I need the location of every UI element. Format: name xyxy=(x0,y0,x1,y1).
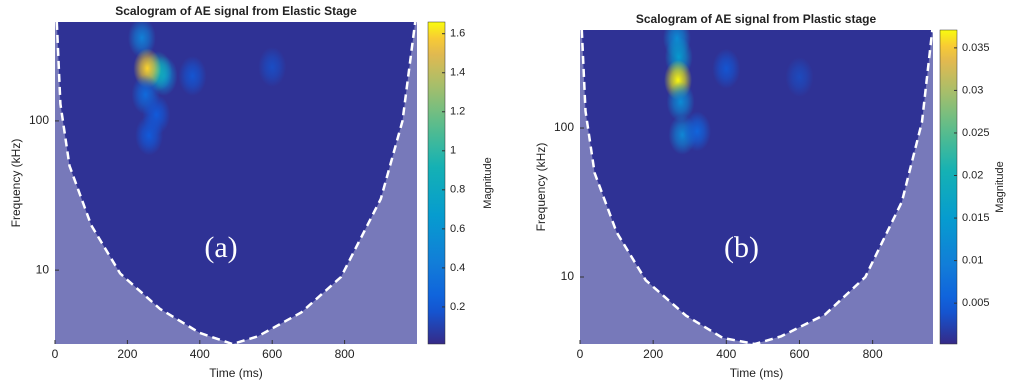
x-tick-label: 400 xyxy=(190,347,210,361)
x-tick-label: 600 xyxy=(262,347,282,361)
colorbar-tick-label: 0.02 xyxy=(962,169,983,181)
y-tick-label: 100 xyxy=(554,120,574,134)
colorbar-tick-label: 0.01 xyxy=(962,255,983,267)
colorbar-tick-label: 0.8 xyxy=(450,184,465,196)
colorbar-tick-label: 1.2 xyxy=(450,106,465,118)
y-axis-label: Frequency (kHz) xyxy=(9,139,23,228)
coi-shade xyxy=(55,22,417,344)
panel-label: (b) xyxy=(724,231,759,264)
chart-title: Scalogram of AE signal from Elastic Stag… xyxy=(115,4,357,18)
x-tick-label: 800 xyxy=(335,347,355,361)
colorbar-tick-label: 0.025 xyxy=(962,127,990,139)
coi-line xyxy=(55,22,417,344)
colorbar-label: Magnitude xyxy=(994,161,1006,212)
heat-blob xyxy=(142,94,171,135)
colorbar-tick-label: 0.4 xyxy=(450,262,465,274)
x-tick-label: 200 xyxy=(117,347,137,361)
heat-blob xyxy=(666,81,695,122)
x-axis-label: Time (ms) xyxy=(209,366,263,380)
heatmap-layer xyxy=(55,22,417,344)
x-tick-label: 200 xyxy=(643,347,663,361)
heat-blob xyxy=(712,48,741,89)
x-tick-label: 800 xyxy=(863,347,883,361)
y-tick-label: 10 xyxy=(561,269,575,283)
colorbar-tick-label: 0.2 xyxy=(450,301,465,313)
colorbar xyxy=(939,29,958,345)
heatmap-layer xyxy=(580,30,933,344)
plot-background xyxy=(580,30,933,344)
colorbar-tick-label: 1.4 xyxy=(450,67,465,79)
x-tick-label: 600 xyxy=(789,347,809,361)
heat-blob xyxy=(785,57,814,98)
plot-background xyxy=(55,22,417,344)
colorbar-tick-label: 1 xyxy=(450,145,456,157)
colorbar-tick-label: 1.6 xyxy=(450,28,465,40)
colorbar-tick-label: 0.015 xyxy=(962,212,990,224)
chart-title: Scalogram of AE signal from Plastic stag… xyxy=(636,12,877,26)
colorbar-tick-label: 0.005 xyxy=(962,297,990,309)
colorbar xyxy=(427,21,446,345)
y-axis-label: Frequency (kHz) xyxy=(534,143,548,232)
x-tick-label: 0 xyxy=(577,347,584,361)
x-axis-label: Time (ms) xyxy=(730,366,784,380)
coi-shade xyxy=(580,30,933,344)
x-tick-label: 0 xyxy=(52,347,59,361)
heat-blob xyxy=(683,111,712,152)
y-tick-label: 100 xyxy=(29,113,49,127)
y-tick-label: 10 xyxy=(36,262,50,276)
colorbar-tick-label: 0.03 xyxy=(962,84,983,96)
x-tick-label: 400 xyxy=(716,347,736,361)
panel-label: (a) xyxy=(204,231,237,264)
heat-blob xyxy=(258,46,287,87)
heat-blob xyxy=(178,55,207,96)
colorbar-label: Magnitude xyxy=(482,157,494,208)
colorbar-tick-label: 0.035 xyxy=(962,42,990,54)
colorbar-tick-label: 0.6 xyxy=(450,223,465,235)
